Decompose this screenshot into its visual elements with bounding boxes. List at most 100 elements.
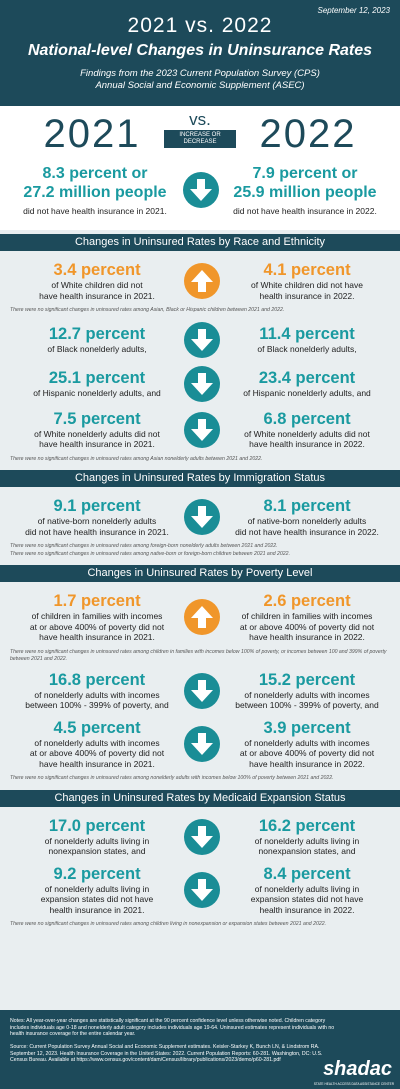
logo-tagline: STATE HEALTH ACCESS DATA ASSISTANCE CENT… bbox=[313, 1082, 394, 1086]
column-left: 1.7 percent of children in families with … bbox=[12, 592, 182, 643]
column-left: 16.8 percent of nonelderly adults with in… bbox=[12, 671, 182, 711]
note-line: There were no significant changes in uni… bbox=[10, 648, 387, 663]
stat: 6.8 percent bbox=[263, 409, 351, 428]
subtitle: Annual Social and Economic Supplement (A… bbox=[95, 80, 305, 91]
stat: 11.4 percent bbox=[259, 324, 355, 343]
comparison-row: 25.1 percent of Hispanic nonelderly adult… bbox=[0, 362, 400, 406]
comparison-arrow bbox=[181, 172, 221, 213]
arrow-shape bbox=[191, 372, 213, 395]
stat-text: did not have health insurance in 2021. bbox=[23, 206, 167, 216]
stat-text: have health insurance in 2022. bbox=[249, 632, 365, 642]
stat-text: have health insurance in 2022. bbox=[249, 758, 365, 769]
arrow-up bbox=[184, 263, 220, 299]
comparison-row: 4.5 percent of nonelderly adults with inc… bbox=[0, 715, 400, 774]
column-right: 23.4 percent of Hispanic nonelderly adult… bbox=[222, 369, 392, 399]
column-right: 6.8 percent of White nonelderly adults di… bbox=[222, 410, 392, 450]
stat-text: of native-born nonelderly adults bbox=[247, 516, 367, 526]
arrow-shape bbox=[190, 179, 212, 201]
year-left: 2021 bbox=[43, 112, 141, 156]
comparison-row: 1.7 percent of children in families with … bbox=[0, 588, 400, 647]
stat-text: health insurance in 2021. bbox=[49, 904, 145, 915]
change-label: INCREASE OR DECREASE bbox=[164, 130, 236, 148]
stat: 1.7 percent bbox=[53, 592, 141, 610]
stat-text: between 100% - 399% of poverty, and bbox=[25, 700, 169, 710]
year-right: 2022 bbox=[259, 112, 357, 156]
stat: 3.9 percent bbox=[263, 718, 351, 737]
headline: 2021 vs. 2022 bbox=[127, 14, 273, 37]
stat-text: health insurance in 2022. bbox=[259, 904, 355, 915]
stat-text: of White children did not have bbox=[251, 280, 363, 290]
comparison-row: 3.4 percent of White children did not have… bbox=[0, 257, 400, 305]
stat-text: of children in families with incomes bbox=[31, 611, 163, 621]
arrow-down bbox=[183, 172, 219, 208]
column-left: 4.5 percent of nonelderly adults with inc… bbox=[12, 719, 182, 770]
comparison-row: 9.2 percent of nonelderly adults living i… bbox=[0, 861, 400, 920]
column-right: 8.1 percent of native-born nonelderly adu… bbox=[222, 497, 392, 537]
stat-text: of White children did not bbox=[51, 280, 143, 290]
column-right: 16.2 percent of nonelderly adults living … bbox=[222, 817, 392, 857]
column-left: 7.5 percent of White nonelderly adults di… bbox=[12, 410, 182, 450]
comparison-left: 8.3 percent or 27.2 million people did not… bbox=[5, 164, 185, 217]
section-heading: Changes in Uninsured Rates by Immigratio… bbox=[0, 470, 400, 487]
stat: 9.1 percent bbox=[53, 497, 141, 515]
stat-text: of Black nonelderly adults, bbox=[47, 343, 147, 354]
stat: 3.4 percent bbox=[53, 261, 141, 279]
arrow-shape bbox=[191, 270, 213, 292]
arrow-down bbox=[184, 321, 220, 358]
note: There were no significant changes in uni… bbox=[0, 647, 400, 667]
stat-text: of children in families with incomes bbox=[241, 611, 373, 621]
arrow-down bbox=[184, 818, 220, 855]
stat: 8.3 percent or bbox=[42, 165, 148, 182]
date: September 12, 2023 bbox=[317, 6, 391, 15]
footer-source: Source: Current Population Survey Annual… bbox=[10, 1044, 323, 1064]
arrow-shape bbox=[191, 825, 213, 848]
stat-text: did not have health insurance in 2022. bbox=[235, 526, 379, 537]
stat: 12.7 percent bbox=[48, 324, 146, 343]
stat-text: of nonelderly adults with incomes bbox=[34, 737, 160, 748]
stat-text: between 100% - 399% of poverty, and bbox=[235, 700, 379, 710]
stat: 23.4 percent bbox=[258, 368, 356, 387]
vs: vs. bbox=[189, 110, 211, 129]
note-line: There were no significant changes in uni… bbox=[10, 543, 278, 549]
stat-text: of native-born nonelderly adults bbox=[37, 516, 157, 526]
stat: 4.1 percent bbox=[263, 261, 351, 279]
stat: 16.2 percent bbox=[258, 816, 356, 835]
arrow-down bbox=[184, 871, 220, 908]
comparison-row: 16.8 percent of nonelderly adults with in… bbox=[0, 667, 400, 715]
stat-text: did not have health insurance in 2022. bbox=[233, 206, 377, 216]
stat-text: have health insurance in 2021. bbox=[39, 290, 155, 301]
comparison-row: 12.7 percent of Black nonelderly adults, 1… bbox=[0, 318, 400, 362]
stat-text: nonexpansion states, and bbox=[258, 846, 356, 856]
comparison: 2021 vs. INCREASE OR DECREASE 2022 8.3 pe… bbox=[0, 106, 400, 230]
section-heading: Changes in Uninsured Rates by Medicaid E… bbox=[0, 789, 400, 807]
stat-text: have health insurance in 2021. bbox=[39, 439, 155, 449]
subtitle: Findings from the 2023 Current Populatio… bbox=[80, 68, 320, 79]
column-right: 15.2 percent of nonelderly adults with in… bbox=[222, 671, 392, 711]
sections: Changes in Uninsured Rates by Race and E… bbox=[0, 230, 400, 932]
stat: 4.5 percent bbox=[53, 718, 141, 737]
stat-text: of nonelderly adults living in bbox=[254, 835, 360, 846]
column-right: 8.4 percent of nonelderly adults living i… bbox=[222, 865, 392, 916]
stat: 2.6 percent bbox=[263, 592, 351, 610]
stat: 17.0 percent bbox=[48, 816, 146, 835]
column-left: 25.1 percent of Hispanic nonelderly adult… bbox=[12, 369, 182, 399]
arrow-shape bbox=[191, 506, 213, 528]
stat-text: at or above 400% of poverty did not bbox=[29, 748, 165, 758]
stat-text: of Black nonelderly adults, bbox=[257, 343, 357, 354]
stat-text: of Hispanic nonelderly adults, and bbox=[33, 387, 161, 398]
arrow-shape bbox=[191, 878, 213, 901]
note: There were no significant changes in uni… bbox=[0, 773, 400, 786]
column-right: 4.1 percent of White children did not hav… bbox=[222, 261, 392, 301]
stat-text: expansion states did not have bbox=[40, 894, 154, 904]
title: National-level Changes in Uninsurance Ra… bbox=[27, 42, 373, 59]
stat-text: at or above 400% of poverty did not bbox=[29, 621, 165, 632]
section-heading: Changes in Uninsured Rates by Poverty Le… bbox=[0, 565, 400, 582]
comparison-row: 9.1 percent of native-born nonelderly adu… bbox=[0, 493, 400, 541]
stat-text: of nonelderly adults with incomes bbox=[34, 689, 160, 700]
comparison-row: 17.0 percent of nonelderly adults living … bbox=[0, 813, 400, 861]
stat: 7.5 percent bbox=[53, 409, 141, 428]
stat-text: of nonelderly adults living in bbox=[44, 883, 150, 894]
arrow-down bbox=[184, 411, 220, 448]
stat-text: at or above 400% of poverty did not bbox=[239, 621, 375, 632]
